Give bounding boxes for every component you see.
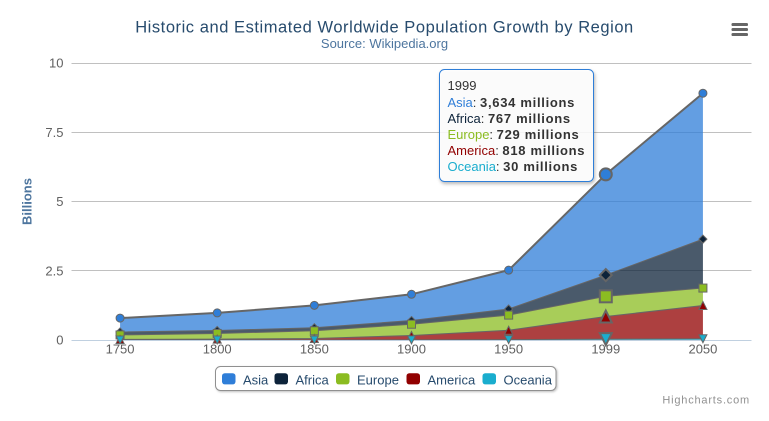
svg-text:Historic and Estimated Worldwi: Historic and Estimated Worldwide Populat… — [135, 19, 634, 37]
svg-text:0: 0 — [56, 333, 63, 348]
svg-text:2.5: 2.5 — [45, 263, 63, 278]
svg-text:1999: 1999 — [448, 78, 477, 93]
svg-text:Europe: Europe — [357, 372, 399, 387]
svg-text:Source: Wikipedia.org: Source: Wikipedia.org — [321, 36, 448, 51]
svg-text:Africa: Africa — [296, 372, 330, 387]
svg-text:1850: 1850 — [300, 342, 329, 357]
svg-text:Asia: 3,634 millions: Asia: 3,634 millions — [448, 95, 576, 110]
svg-text:America: America — [428, 372, 476, 387]
svg-text:America: 818 millions: America: 818 millions — [448, 143, 586, 158]
svg-text:10: 10 — [49, 56, 63, 71]
svg-text:1800: 1800 — [203, 342, 232, 357]
svg-text:Oceania: 30 millions: Oceania: 30 millions — [448, 159, 579, 174]
svg-text:Asia: Asia — [243, 372, 269, 387]
svg-text:Oceania: Oceania — [504, 372, 553, 387]
svg-text:1950: 1950 — [494, 342, 523, 357]
svg-text:7.5: 7.5 — [45, 125, 63, 140]
svg-text:Billions: Billions — [20, 178, 35, 225]
svg-text:Europe: 729 millions: Europe: 729 millions — [448, 127, 580, 142]
svg-text:1900: 1900 — [397, 342, 426, 357]
svg-text:5: 5 — [56, 194, 63, 209]
svg-text:1999: 1999 — [591, 342, 620, 357]
svg-text:2050: 2050 — [688, 342, 717, 357]
svg-text:Highcharts.com: Highcharts.com — [662, 395, 750, 407]
svg-text:Africa: 767 millions: Africa: 767 millions — [448, 111, 571, 126]
svg-text:1750: 1750 — [106, 342, 135, 357]
